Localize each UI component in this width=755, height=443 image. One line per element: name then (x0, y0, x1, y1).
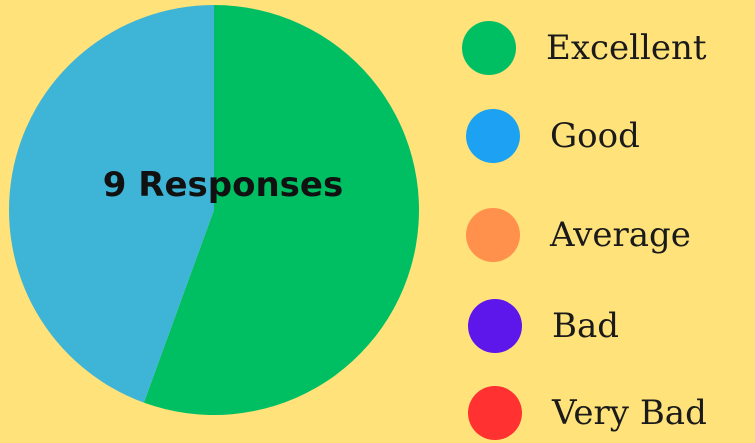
legend-swatch-excellent (462, 21, 516, 75)
center-label: 9 Responses (103, 165, 343, 205)
pie-slice-good (8, 5, 215, 403)
legend-label-very-bad: Very Bad (552, 393, 707, 433)
pie-chart: 9 Responses (8, 5, 419, 415)
legend-label-average: Average (550, 215, 691, 255)
pie-slices (8, 5, 419, 415)
legend-swatch-good (466, 109, 520, 163)
legend-item-good: Good (466, 108, 640, 164)
legend-item-bad: Bad (468, 298, 619, 354)
legend: Excellent Good Average Bad Very Bad (460, 0, 755, 443)
legend-label-good: Good (550, 116, 640, 156)
legend-item-very-bad: Very Bad (468, 385, 707, 441)
legend-item-average: Average (466, 207, 691, 263)
legend-label-excellent: Excellent (546, 28, 707, 68)
legend-swatch-very-bad (468, 386, 522, 440)
legend-swatch-bad (468, 299, 522, 353)
legend-item-excellent: Excellent (462, 20, 707, 76)
pie-slice-excellent (143, 5, 419, 415)
legend-label-bad: Bad (552, 306, 620, 346)
legend-swatch-average (466, 208, 520, 262)
